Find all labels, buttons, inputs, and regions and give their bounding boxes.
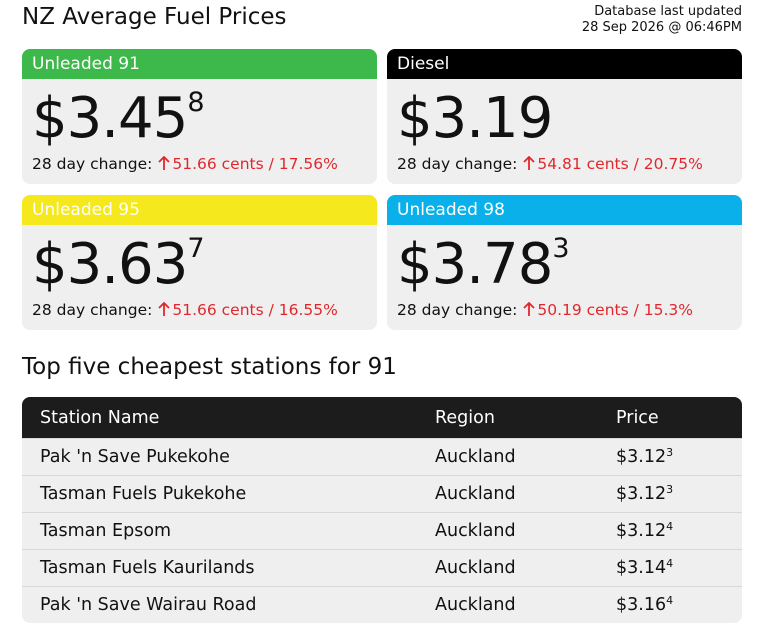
up-arrow	[158, 155, 170, 170]
price-main: $3.78	[397, 232, 553, 297]
table-row: Tasman Fuels Kaurilands Auckland $3.144	[22, 549, 742, 586]
price-cell: $3.144	[616, 558, 673, 578]
region: Auckland	[435, 595, 516, 615]
price: $3.637	[32, 233, 205, 297]
change-line: 28 day change: 51.66 cents / 16.55%	[32, 301, 338, 319]
price-fraction: 3	[552, 233, 570, 264]
price: $3.19	[397, 86, 553, 151]
column-header: Price	[616, 407, 659, 428]
up-arrow	[523, 301, 535, 316]
station-name: Tasman Fuels Pukekohe	[40, 484, 247, 504]
change-label: 28 day change:	[397, 155, 518, 173]
change-value: 51.66 cents / 17.56%	[172, 155, 338, 173]
region: Auckland	[435, 484, 516, 504]
price-main: $3.12	[616, 447, 667, 467]
price-main: $3.45	[32, 86, 188, 151]
change-label: 28 day change:	[32, 301, 153, 319]
fuel-card: Unleaded 98 $3.783 28 day change: 50.19 cen…	[387, 195, 742, 330]
price-fraction: 8	[187, 87, 205, 118]
up-arrow	[523, 155, 535, 170]
price-main: $3.12	[616, 521, 667, 541]
page-title: NZ Average Fuel Prices	[22, 4, 287, 30]
table-row: Pak 'n Save Wairau Road Auckland $3.164	[22, 586, 742, 623]
region: Auckland	[435, 558, 516, 578]
price-cell: $3.164	[616, 595, 673, 615]
change-value: 50.19 cents / 15.3%	[537, 301, 694, 319]
change-line: 28 day change: 51.66 cents / 17.56%	[32, 155, 338, 173]
change-value: 51.66 cents / 16.55%	[172, 301, 338, 319]
station-name: Pak 'n Save Wairau Road	[40, 595, 257, 615]
price-main: $3.19	[397, 86, 553, 151]
card-header: Unleaded 91	[22, 49, 377, 79]
station-name: Tasman Epsom	[40, 521, 172, 541]
fuel-card: Unleaded 95 $3.637 28 day change: 51.66 cen…	[22, 195, 377, 330]
column-header: Station Name	[40, 407, 160, 428]
price-fraction: 3	[666, 483, 674, 496]
change-value: 54.81 cents / 20.75%	[537, 155, 703, 173]
up-arrow	[158, 301, 170, 316]
price-fraction: 4	[666, 594, 674, 607]
change-line: 28 day change: 50.19 cents / 15.3%	[397, 301, 693, 319]
price-fraction: 4	[666, 557, 674, 570]
price-cell: $3.123	[616, 484, 673, 504]
price-main: $3.63	[32, 232, 188, 297]
column-header: Region	[435, 407, 495, 428]
price-fraction: 3	[666, 446, 674, 459]
price: $3.783	[397, 233, 570, 297]
last-updated: Database last updated 28 Sep 2026 @ 06:4…	[582, 4, 742, 36]
price-main: $3.12	[616, 484, 667, 504]
updated-label: Database last updated	[594, 4, 742, 19]
stations-table: Station Name Region Price Pak 'n Save Pukek…	[22, 397, 742, 623]
price: $3.458	[32, 87, 205, 151]
fuel-card: Unleaded 91 $3.458 28 day change: 51.66 cen…	[22, 49, 377, 184]
table-row: Tasman Fuels Pukekohe Auckland $3.123	[22, 475, 742, 512]
card-header: Diesel	[387, 49, 742, 79]
price-cell: $3.124	[616, 521, 673, 541]
table-title: Top five cheapest stations for 91	[22, 354, 397, 380]
price-main: $3.16	[616, 595, 667, 615]
region: Auckland	[435, 447, 516, 467]
change-line: 28 day change: 54.81 cents / 20.75%	[397, 155, 703, 173]
price-cell: $3.123	[616, 447, 673, 467]
card-header: Unleaded 98	[387, 195, 742, 225]
region: Auckland	[435, 521, 516, 541]
updated-time: 28 Sep 2026 @ 06:46PM	[581, 20, 742, 35]
fuel-card: Diesel $3.19 28 day change: 54.81 cents / 2…	[387, 49, 742, 184]
card-header: Unleaded 95	[22, 195, 377, 225]
table-row: Tasman Epsom Auckland $3.124	[22, 512, 742, 549]
station-name: Pak 'n Save Pukekohe	[40, 447, 230, 467]
table-header: Station Name Region Price	[22, 397, 742, 438]
station-name: Tasman Fuels Kaurilands	[40, 558, 255, 578]
price-fraction: 4	[666, 520, 674, 533]
price-fraction: 7	[187, 233, 205, 264]
change-label: 28 day change:	[32, 155, 153, 173]
price-main: $3.14	[616, 558, 667, 578]
table-row: Pak 'n Save Pukekohe Auckland $3.123	[22, 438, 742, 475]
change-label: 28 day change:	[397, 301, 518, 319]
